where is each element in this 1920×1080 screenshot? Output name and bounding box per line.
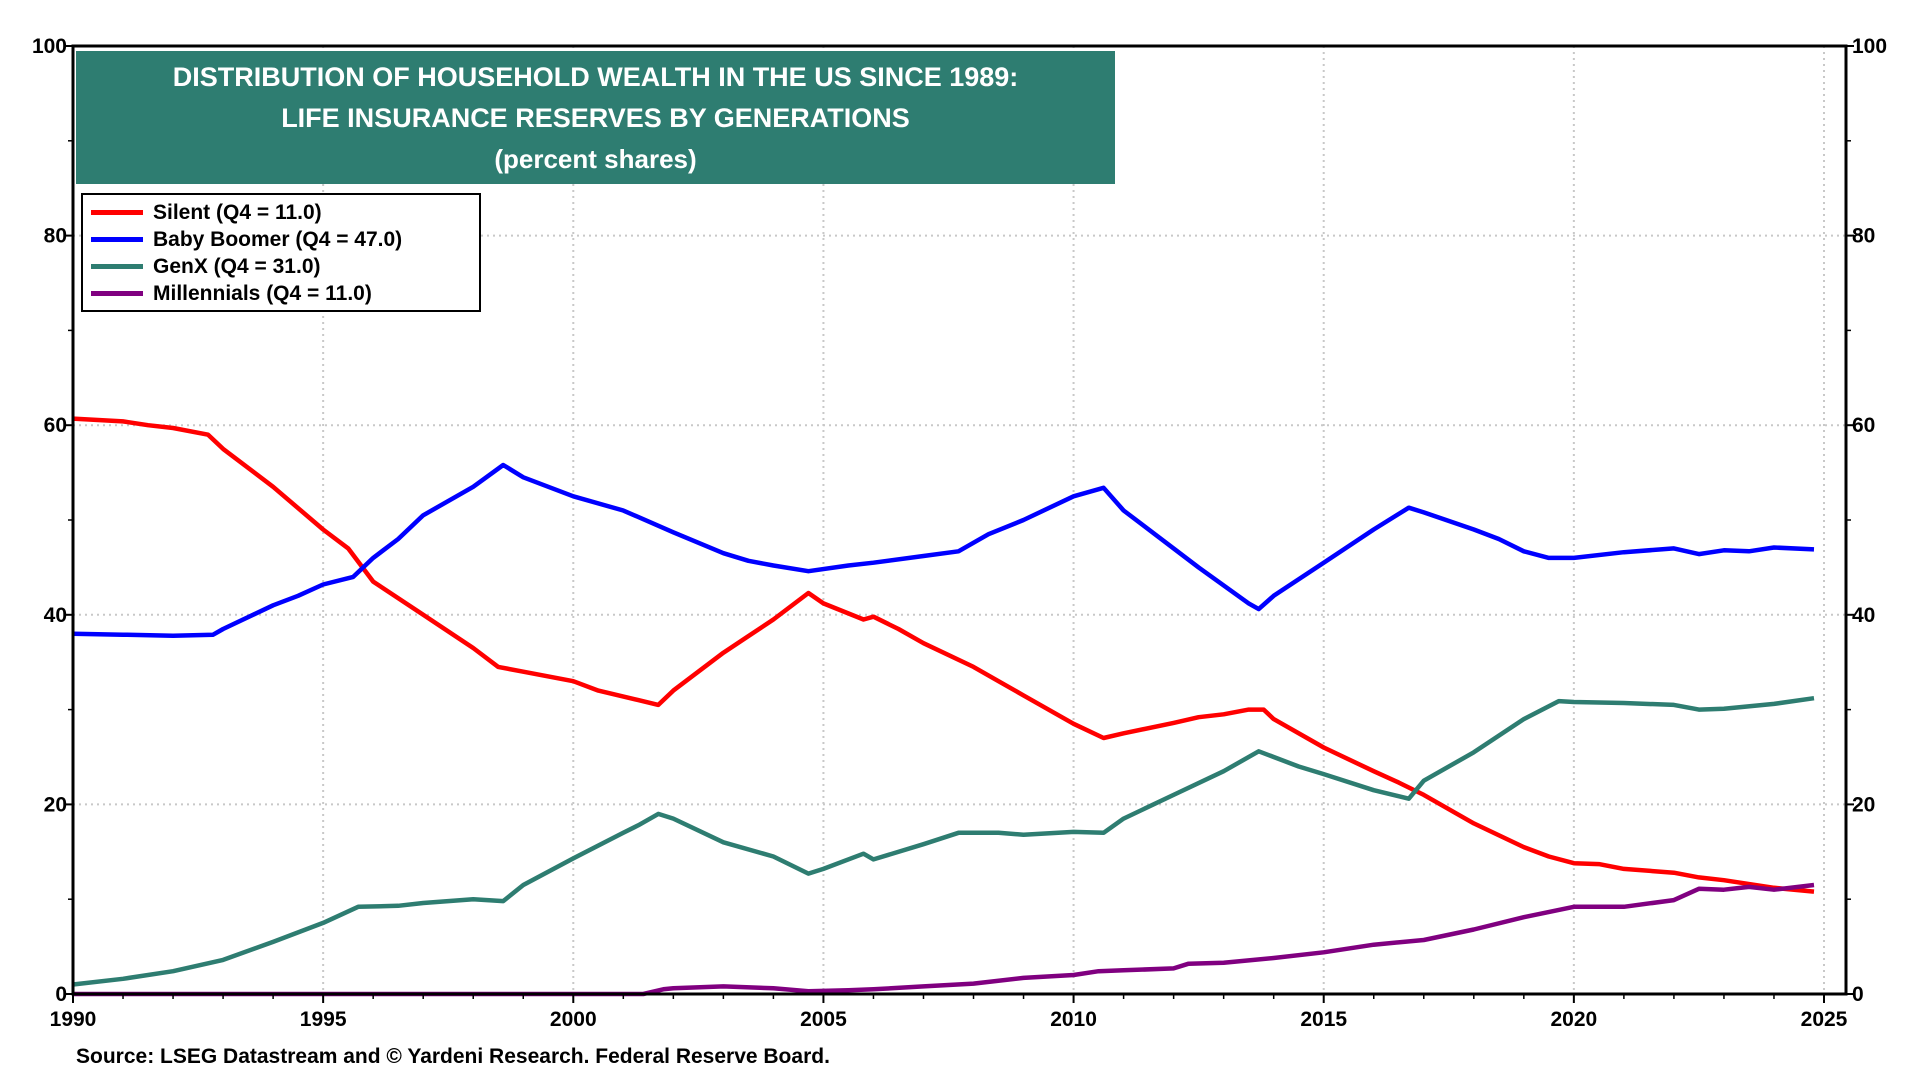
legend-label: GenX (Q4 = 31.0) (153, 254, 321, 278)
legend-label: Silent (Q4 = 11.0) (153, 200, 322, 224)
y-tick-label-right: 60 (1852, 414, 1875, 437)
x-tick-label: 1995 (300, 1008, 347, 1031)
x-tick-label: 2000 (550, 1008, 597, 1031)
series-lines (72, 416, 1815, 997)
chart-title: DISTRIBUTION OF HOUSEHOLD WEALTH IN THE … (172, 62, 1019, 92)
y-tick-label-right: 80 (1852, 225, 1875, 248)
plot-frame (71, 44, 1848, 996)
y-tick-label-left: 60 (44, 414, 67, 437)
y-tick-label-left: 100 (32, 35, 67, 58)
chart-title-box: DISTRIBUTION OF HOUSEHOLD WEALTH IN THE … (76, 51, 1115, 184)
legend-label: Baby Boomer (Q4 = 47.0) (153, 227, 403, 251)
x-tick-label: 2010 (1050, 1008, 1097, 1031)
legend: Silent (Q4 = 11.0) Baby Boomer (Q4 = 47.… (81, 193, 481, 312)
series-line-genx (72, 695, 1815, 987)
legend-swatch (91, 264, 143, 269)
y-tick-label-left: 0 (55, 983, 67, 1006)
legend-item-baby-boomer: Baby Boomer (Q4 = 47.0) (91, 226, 479, 253)
chart-subtitle: LIFE INSURANCE RESERVES BY GENERATIONS (281, 103, 910, 133)
series-line-millennials (73, 882, 1815, 997)
legend-swatch (91, 237, 143, 242)
x-tick-label: 1990 (50, 1008, 97, 1031)
series-line-silent (72, 416, 1815, 894)
legend-item-genx: GenX (Q4 = 31.0) (91, 253, 479, 280)
legend-label: Millennials (Q4 = 11.0) (153, 281, 372, 305)
legend-item-silent: Silent (Q4 = 11.0) (91, 199, 479, 226)
y-tick-label-right: 20 (1852, 793, 1875, 816)
y-tick-label-left: 80 (44, 225, 67, 248)
y-tick-label-right: 100 (1852, 35, 1887, 58)
x-tick-label: 2020 (1550, 1008, 1597, 1031)
y-tick-label-right: 0 (1852, 983, 1864, 1006)
source-note: Source: LSEG Datastream and © Yardeni Re… (76, 1045, 830, 1068)
x-tick-label: 2005 (800, 1008, 847, 1031)
gridlines (73, 46, 1846, 994)
x-tick-label: 2015 (1300, 1008, 1347, 1031)
series-line-baby-boomer (72, 462, 1815, 638)
legend-swatch (91, 210, 143, 215)
y-tick-label-left: 40 (44, 604, 67, 627)
chart-units-note: (percent shares) (494, 144, 697, 174)
y-tick-label-left: 20 (44, 793, 67, 816)
legend-swatch (91, 291, 143, 296)
legend-item-millennials: Millennials (Q4 = 11.0) (91, 280, 479, 307)
x-tick-label: 2025 (1801, 1008, 1848, 1031)
y-tick-label-right: 40 (1852, 604, 1875, 627)
